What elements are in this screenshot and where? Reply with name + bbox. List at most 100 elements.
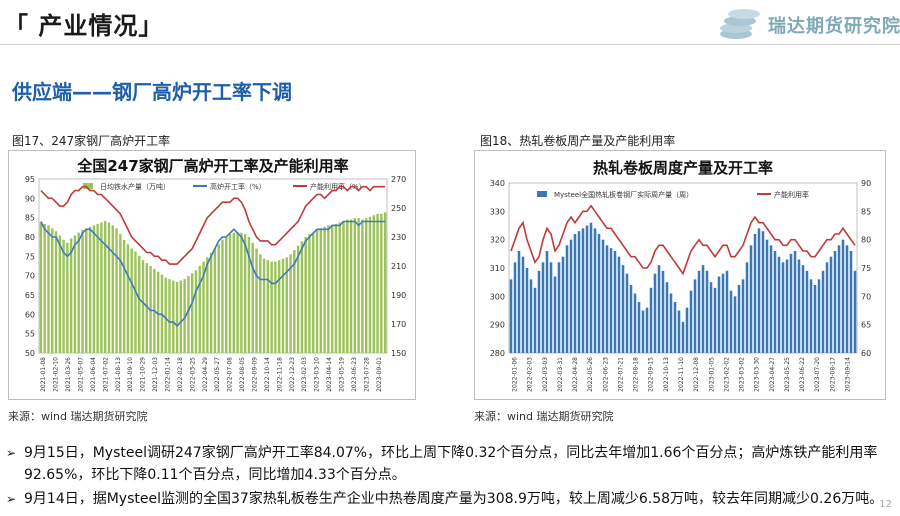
bar	[383, 212, 387, 353]
y-left-tick-label: 320	[490, 236, 505, 245]
y-right-tick-label: 65	[861, 321, 871, 330]
x-tick-label: 2022-02-18	[177, 357, 184, 392]
series-line	[40, 220, 386, 328]
bar	[593, 228, 597, 353]
bar	[653, 273, 657, 353]
bar	[645, 307, 649, 353]
bar	[274, 261, 277, 353]
bar	[130, 248, 133, 353]
bar	[573, 234, 577, 353]
bar	[589, 222, 593, 353]
bar	[529, 279, 533, 353]
bar	[77, 232, 80, 353]
y-right-tick-label: 90	[861, 179, 871, 188]
x-tick-label: 2022-11-18	[276, 357, 283, 392]
bar	[665, 282, 669, 353]
figure-18-source: 来源：wind 瑞达期货研究院	[474, 410, 614, 423]
bar	[236, 232, 239, 353]
bar	[809, 279, 813, 353]
bar	[327, 225, 330, 353]
bar	[103, 221, 107, 353]
bar	[601, 239, 605, 353]
bar	[549, 262, 553, 353]
bar	[685, 307, 689, 353]
bar	[172, 280, 175, 353]
y-left-tick-label: 300	[490, 292, 505, 301]
bar	[342, 221, 345, 353]
x-tick-label: 2022-03-31	[557, 357, 564, 392]
legend-label: 产能利用率（%）	[310, 182, 366, 191]
x-tick-label: 2021-03-26	[65, 357, 72, 392]
y-left-tick-label: 290	[490, 321, 505, 330]
bar	[262, 258, 266, 353]
arrow-bullet-icon: ➢	[6, 492, 17, 506]
y-left-tick-label: 80	[25, 233, 35, 242]
x-tick-label: 2022-04-29	[202, 357, 209, 392]
x-tick-label: 2023-07-20	[814, 357, 821, 392]
x-tick-label: 2021-02-10	[53, 357, 60, 392]
bar	[741, 279, 745, 353]
bullet-1-text: 9月15日，Mysteel调研247家钢厂高炉开工率84.07%，环比上周下降0…	[24, 445, 878, 483]
x-tick-label: 2022-05-26	[587, 357, 594, 392]
y-right-tick-label: 75	[861, 264, 871, 273]
y-right-tick-label: 80	[861, 236, 871, 245]
bar	[797, 259, 801, 353]
bar	[753, 234, 757, 353]
bar	[553, 276, 557, 353]
bar	[557, 262, 561, 353]
bar	[232, 232, 236, 353]
bar	[817, 279, 821, 353]
bar	[145, 263, 149, 353]
bar	[609, 248, 613, 353]
bar	[39, 222, 43, 353]
x-tick-label: 2023-03-02	[739, 357, 746, 392]
x-tick-label: 2023-09-14	[844, 357, 851, 392]
bar	[308, 234, 311, 353]
x-tick-label: 2021-10-29	[140, 357, 147, 392]
logo-text: 瑞达期货研究院	[768, 16, 900, 37]
bar	[62, 239, 65, 353]
bar	[330, 225, 334, 353]
logo: 瑞达期货研究院	[716, 4, 900, 42]
bar	[353, 218, 357, 353]
plot-area	[38, 178, 388, 354]
figure-17-source: 来源：wind 瑞达期货研究院	[8, 410, 148, 423]
bar	[92, 225, 96, 353]
bar	[657, 265, 661, 353]
bar	[122, 239, 126, 353]
bar	[51, 228, 54, 353]
bar	[761, 231, 765, 353]
legend-swatch	[83, 183, 93, 189]
legend-label: 日均铁水产量（万吨）	[100, 182, 170, 191]
y-right-tick-label: 190	[391, 291, 406, 300]
bar	[243, 234, 247, 353]
bar	[349, 219, 353, 353]
x-tick-label: 2022-12-08	[693, 357, 700, 392]
legend-label: 产能利用率	[774, 190, 809, 199]
page-subtitle: 供应端——钢厂高炉开工率下调	[12, 80, 292, 104]
bar	[175, 281, 179, 353]
bar	[641, 310, 645, 353]
y-left-tick-label: 60	[25, 310, 35, 319]
bar	[293, 250, 296, 353]
figure-18-frame: 热轧卷板周度产量及开工率 Mysteel全国热轧板卷钢厂实际周产量（周） 产能利用率…	[474, 150, 886, 400]
bar	[689, 290, 693, 353]
bar	[769, 245, 773, 353]
bar	[126, 244, 130, 353]
bar	[813, 285, 817, 353]
bullet-2: ➢ 9月14日，据Mysteel监测的全国37家热轧板卷生产企业中热卷周度产量为…	[6, 488, 896, 510]
bar	[259, 254, 262, 353]
bar	[793, 251, 797, 353]
x-tick-label: 2022-04-28	[572, 357, 579, 392]
y-left-tick-label: 330	[490, 207, 505, 216]
bar	[194, 270, 198, 353]
bar	[357, 218, 360, 353]
bar	[380, 213, 383, 353]
bar	[228, 234, 232, 353]
x-tick-label: 2021-09-10	[127, 357, 134, 392]
bar	[773, 251, 777, 353]
bar	[198, 266, 201, 353]
bar	[717, 276, 721, 353]
y-right-tick-label: 210	[391, 262, 406, 271]
bullet-1: ➢ 9月15日，Mysteel调研247家钢厂高炉开工率84.07%，环比上周下…	[6, 442, 896, 486]
